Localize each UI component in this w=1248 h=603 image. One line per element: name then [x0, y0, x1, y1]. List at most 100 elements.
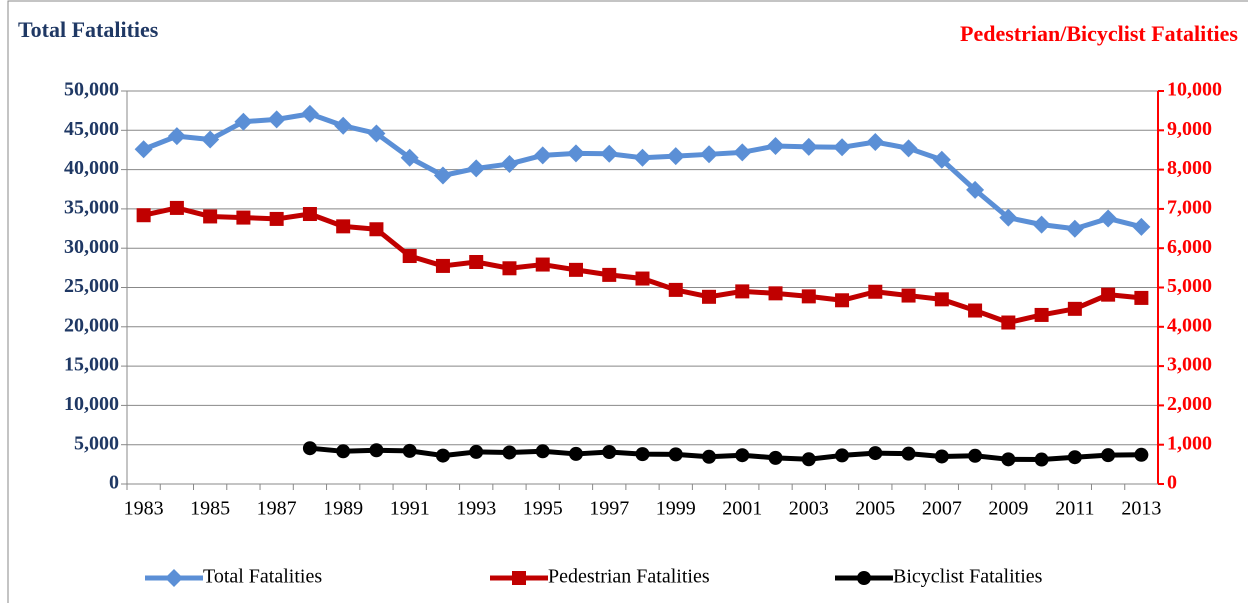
legend-label: Total Fatalities [203, 566, 322, 588]
series-marker [932, 150, 951, 169]
legend-marker [857, 571, 871, 585]
series-marker [700, 145, 719, 164]
y-tick-label: 40,000 [64, 157, 119, 179]
x-tick-label: 1993 [456, 498, 496, 520]
series-marker [1065, 219, 1084, 238]
x-tick-label: 2001 [722, 498, 762, 520]
x-tick-label: 2005 [855, 498, 895, 520]
series-marker [136, 208, 151, 223]
x-tick-label: 1995 [523, 498, 563, 520]
series-marker [934, 292, 949, 307]
series-marker [402, 443, 417, 458]
series-marker [1134, 290, 1149, 305]
series-marker [1132, 217, 1151, 236]
series-marker [433, 166, 452, 185]
series-marker [269, 211, 284, 226]
series-marker [799, 137, 818, 156]
y-tick-label: 50,000 [64, 79, 119, 101]
series-marker [1034, 452, 1049, 467]
series-marker [402, 249, 417, 264]
series-marker [302, 207, 317, 222]
y-tick-label: 25,000 [64, 275, 119, 297]
series-marker [469, 444, 484, 459]
x-tick-label: 1983 [124, 498, 164, 520]
series-marker [369, 222, 384, 237]
series-marker [901, 446, 916, 461]
chart-title: Total Fatalities [18, 17, 159, 42]
y-tick-label: 30,000 [64, 236, 119, 258]
series-marker [633, 148, 652, 167]
series-marker [566, 144, 585, 163]
series-marker [169, 200, 184, 215]
x-tick-label: 2009 [988, 498, 1028, 520]
legend-label: Bicyclist Fatalities [893, 566, 1043, 588]
y-tick-label: 0 [109, 472, 119, 494]
series-marker [602, 267, 617, 282]
series-marker [1067, 301, 1082, 316]
series-marker [467, 159, 486, 178]
series-marker [768, 286, 783, 301]
series-marker [702, 449, 717, 464]
legend-marker [512, 571, 526, 585]
series-marker [336, 444, 351, 459]
series-marker [1134, 447, 1149, 462]
y2-tick-label: 6,000 [1167, 236, 1212, 258]
series-marker [1032, 215, 1051, 234]
series-marker [1099, 209, 1118, 228]
series-marker [1101, 287, 1116, 302]
series-marker [203, 209, 218, 224]
series-marker [201, 130, 220, 149]
series-marker [735, 448, 750, 463]
y-tick-label: 5,000 [74, 432, 119, 454]
series-marker [435, 258, 450, 273]
y2-tick-label: 4,000 [1167, 314, 1212, 336]
series-marker [966, 180, 985, 199]
series-marker [835, 293, 850, 308]
series-marker [866, 133, 885, 152]
x-tick-label: 1991 [390, 498, 430, 520]
y-tick-label: 35,000 [64, 196, 119, 218]
series-marker [535, 444, 550, 459]
y2-tick-label: 0 [1167, 472, 1177, 494]
y-tick-label: 45,000 [64, 118, 119, 140]
series-marker [300, 104, 319, 123]
y2-tick-label: 3,000 [1167, 354, 1212, 376]
y2-tick-label: 5,000 [1167, 275, 1212, 297]
series-marker [899, 139, 918, 158]
x-tick-label: 2011 [1055, 498, 1094, 520]
series-marker [400, 148, 419, 167]
chart-frame [7, 0, 1248, 603]
series-marker [702, 289, 717, 304]
series-marker [968, 303, 983, 318]
series-line [142, 111, 1142, 232]
series-marker [336, 219, 351, 234]
y2-title: Pedestrian/Bicyclist Fatalities [960, 21, 1238, 46]
series-marker [134, 140, 153, 159]
x-tick-label: 2013 [1121, 498, 1161, 520]
y2-tick-label: 8,000 [1167, 157, 1212, 179]
series-marker [435, 448, 450, 463]
series-marker [768, 450, 783, 465]
series-marker [533, 146, 552, 165]
x-tick-label: 2003 [789, 498, 829, 520]
series-line [309, 445, 1142, 463]
x-tick-label: 1999 [656, 498, 696, 520]
series-marker [1067, 450, 1082, 465]
y-tick-label: 10,000 [64, 393, 119, 415]
y2-tick-label: 10,000 [1167, 79, 1222, 101]
series-marker [600, 144, 619, 163]
series-marker [535, 257, 550, 272]
series-marker [302, 441, 317, 456]
series-marker [833, 138, 852, 157]
series-marker [1001, 452, 1016, 467]
series-marker [369, 443, 384, 458]
series-marker [568, 262, 583, 277]
series-marker [868, 446, 883, 461]
y-tick-label: 20,000 [64, 314, 119, 336]
series-marker [334, 116, 353, 135]
series-marker [668, 282, 683, 297]
series-marker [635, 447, 650, 462]
y2-tick-label: 9,000 [1167, 118, 1212, 140]
x-tick-label: 1997 [589, 498, 629, 520]
